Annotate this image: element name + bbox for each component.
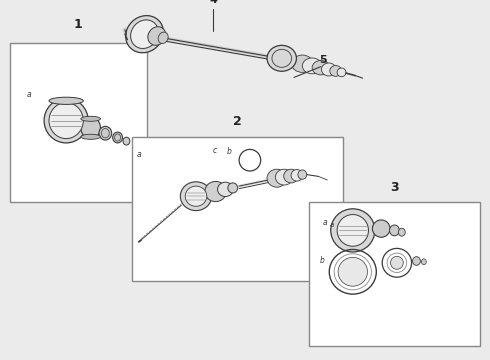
Ellipse shape	[99, 126, 112, 140]
Text: a: a	[136, 150, 141, 159]
Ellipse shape	[421, 259, 426, 265]
Ellipse shape	[158, 32, 168, 44]
Ellipse shape	[298, 170, 307, 179]
Ellipse shape	[337, 68, 346, 77]
Ellipse shape	[49, 97, 83, 104]
Ellipse shape	[228, 183, 238, 193]
Text: 2: 2	[233, 115, 242, 128]
Bar	[10, 43, 147, 202]
Ellipse shape	[185, 186, 207, 206]
Ellipse shape	[49, 103, 83, 139]
Text: c: c	[213, 146, 218, 155]
Ellipse shape	[81, 117, 100, 139]
Ellipse shape	[312, 60, 330, 75]
Text: a: a	[27, 90, 31, 99]
Text: a: a	[322, 218, 327, 227]
Text: a: a	[329, 222, 334, 228]
Ellipse shape	[123, 137, 130, 145]
Ellipse shape	[292, 55, 313, 72]
Ellipse shape	[148, 27, 166, 45]
Text: 4: 4	[209, 0, 217, 5]
Ellipse shape	[81, 116, 100, 121]
Ellipse shape	[413, 257, 420, 265]
Bar	[309, 202, 480, 346]
Text: 5: 5	[319, 55, 327, 65]
Ellipse shape	[291, 170, 303, 181]
Ellipse shape	[321, 63, 336, 76]
Ellipse shape	[372, 220, 390, 237]
Ellipse shape	[81, 134, 100, 139]
Ellipse shape	[391, 256, 403, 269]
Bar	[132, 137, 343, 281]
Ellipse shape	[113, 132, 122, 143]
Ellipse shape	[338, 257, 368, 286]
Ellipse shape	[330, 66, 342, 76]
Ellipse shape	[180, 182, 212, 211]
Text: b: b	[226, 147, 231, 156]
Ellipse shape	[390, 225, 399, 236]
Ellipse shape	[302, 58, 322, 74]
Text: 3: 3	[390, 181, 399, 194]
Ellipse shape	[284, 169, 298, 183]
Ellipse shape	[205, 181, 226, 202]
Ellipse shape	[126, 15, 163, 53]
Ellipse shape	[267, 169, 287, 187]
Ellipse shape	[218, 182, 233, 197]
Ellipse shape	[275, 169, 293, 185]
Ellipse shape	[337, 215, 368, 246]
Ellipse shape	[131, 20, 158, 49]
Text: 1: 1	[74, 18, 83, 31]
Ellipse shape	[398, 228, 405, 236]
Ellipse shape	[44, 98, 88, 143]
Text: b: b	[320, 256, 325, 265]
Ellipse shape	[331, 209, 375, 252]
Ellipse shape	[267, 45, 296, 71]
